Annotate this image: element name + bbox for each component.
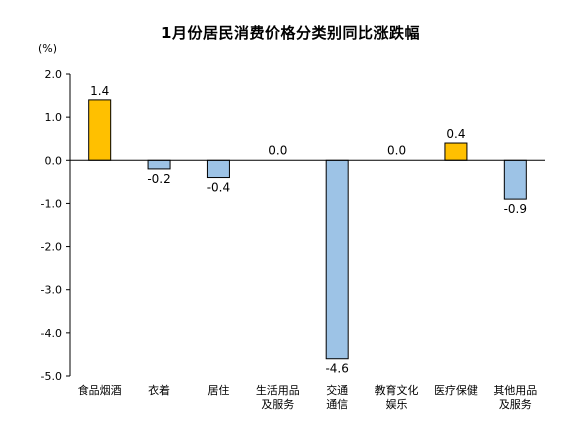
bar (88, 99, 112, 161)
x-tick-label: 通信 (326, 398, 348, 411)
x-tick-label: 医疗保健 (434, 383, 478, 397)
data-label: 0.4 (446, 127, 465, 141)
x-tick-label: 衣着 (148, 383, 170, 397)
data-label: -0.4 (207, 181, 230, 195)
y-tick-label: -5.0 (41, 370, 62, 383)
data-label: -0.9 (504, 202, 527, 216)
x-tick-label: 及服务 (499, 398, 532, 411)
x-tick-label: 娱乐 (386, 397, 408, 411)
x-tick-label: 食品烟酒 (78, 383, 122, 397)
x-tick-label: 生活用品 (256, 383, 300, 397)
data-label: 0.0 (268, 143, 287, 157)
bar (444, 142, 468, 161)
x-tick-label: 其他用品 (493, 384, 537, 397)
y-tick-label: -1.0 (41, 197, 62, 210)
data-label: 0.0 (387, 143, 406, 157)
y-tick-label: 1.0 (45, 111, 63, 124)
data-label: -4.6 (325, 362, 348, 376)
data-label: 1.4 (90, 84, 109, 98)
bar (206, 159, 230, 179)
bar (503, 159, 527, 200)
y-tick-label: 2.0 (45, 68, 63, 81)
y-tick-label: -3.0 (41, 284, 62, 297)
y-tick-label: -4.0 (41, 327, 62, 340)
x-tick-label: 教育文化 (375, 383, 419, 397)
x-tick-label: 交通 (326, 383, 348, 397)
y-tick-label: 0.0 (45, 154, 63, 167)
data-label: -0.2 (147, 172, 170, 186)
y-axis-unit-label: (%) (38, 42, 58, 55)
y-tick-label: -2.0 (41, 241, 62, 254)
bar (147, 159, 171, 170)
chart-title: 1月份居民消费价格分类别同比涨跌幅 (161, 24, 420, 42)
x-tick-label: 及服务 (261, 398, 294, 411)
bar (325, 159, 349, 360)
x-tick-label: 居住 (207, 383, 229, 397)
